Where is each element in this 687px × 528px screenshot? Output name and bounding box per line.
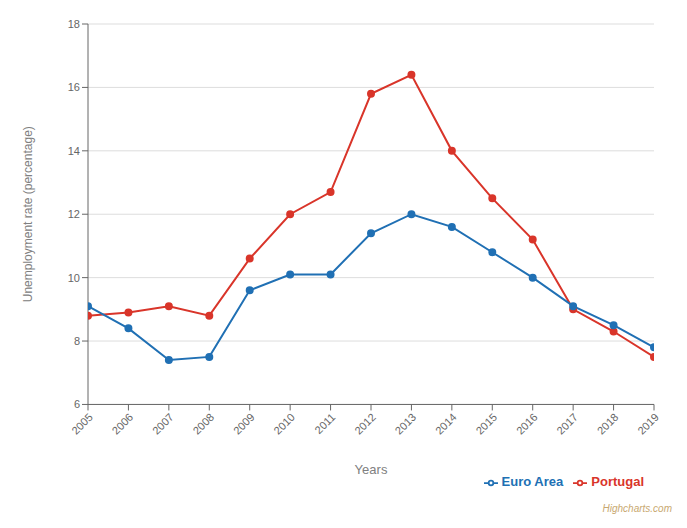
svg-text:14: 14 — [68, 145, 80, 157]
svg-text:2019: 2019 — [635, 411, 661, 437]
html-text:Euro Area: Euro Area — [501, 474, 564, 490]
svg-text:Years: Years — [355, 462, 388, 477]
svg-text:2005: 2005 — [69, 411, 95, 437]
svg-text:2017: 2017 — [554, 411, 580, 437]
svg-text:2008: 2008 — [190, 411, 216, 437]
svg-text:18: 18 — [68, 18, 80, 30]
svg-text:2006: 2006 — [110, 411, 136, 437]
svg-text:12: 12 — [68, 208, 80, 220]
svg-text:2012: 2012 — [352, 411, 378, 437]
svg-text:8: 8 — [74, 335, 80, 347]
svg-text:2010: 2010 — [271, 411, 297, 437]
svg-text:6: 6 — [74, 398, 80, 410]
svg-text:2011: 2011 — [312, 411, 337, 436]
svg-text:2009: 2009 — [231, 411, 257, 437]
html-text:Portugal: Portugal — [591, 474, 644, 490]
svg-text:Unemployment rate (percentage): Unemployment rate (percentage) — [21, 126, 35, 302]
svg-text:2015: 2015 — [473, 411, 499, 437]
svg-text:10: 10 — [68, 272, 80, 284]
html-text:Highcharts.com: Highcharts.com — [602, 503, 672, 514]
svg-text:2013: 2013 — [393, 411, 419, 437]
svg-text:16: 16 — [68, 81, 80, 93]
svg-text:2018: 2018 — [595, 411, 621, 437]
svg-text:2014: 2014 — [433, 411, 459, 437]
svg-text:2007: 2007 — [150, 411, 176, 437]
svg-text:2016: 2016 — [514, 411, 540, 437]
